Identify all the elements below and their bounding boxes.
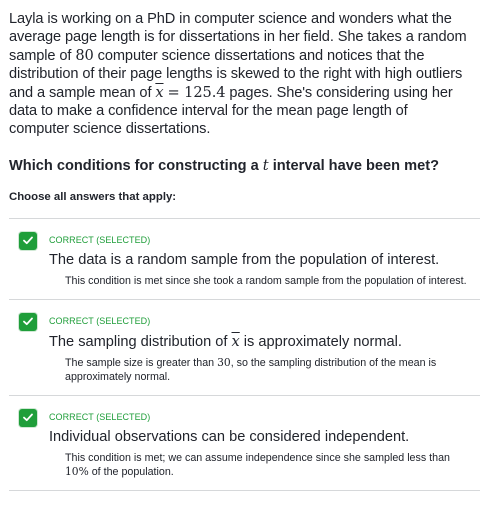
divider xyxy=(9,394,480,396)
sample-size: 80 xyxy=(75,46,94,64)
choice-text-part: The sampling distribution of xyxy=(49,333,232,350)
t-symbol: t xyxy=(262,156,269,174)
choice-option-3[interactable]: CORRECT (SELECTED) Individual observatio… xyxy=(9,396,470,490)
checkmark-icon[interactable] xyxy=(19,312,37,331)
status-label: CORRECT (SELECTED) xyxy=(49,234,151,245)
explanation-part: This condition is met; we can assume ind… xyxy=(65,451,450,464)
explanation-text: This condition is met since she took a r… xyxy=(65,274,467,287)
explanation-text: The sample size is greater than 30, so t… xyxy=(65,356,470,384)
threshold-percent: 10% xyxy=(65,464,89,478)
question-prompt: Which conditions for constructing a t in… xyxy=(9,157,470,174)
explanation-text: This condition is met; we can assume ind… xyxy=(65,451,470,479)
threshold-number: 30 xyxy=(217,355,231,369)
question-text: interval have been met? xyxy=(268,157,439,174)
sample-mean: = 125.4 xyxy=(167,83,226,101)
explanation-part: of the population. xyxy=(88,465,174,478)
explanation-part: The sample size is greater than xyxy=(65,356,218,369)
problem-text: computer science dissertations and notic… xyxy=(9,47,463,101)
explanation-part: , so the sampling distribution of the me… xyxy=(65,356,437,383)
problem-statement: Layla is working on a PhD in computer sc… xyxy=(9,10,470,139)
choice-option-1[interactable]: CORRECT (SELECTED) The data is a random … xyxy=(9,219,470,299)
question-text: Which conditions for constructing a xyxy=(9,157,263,174)
divider xyxy=(9,298,480,300)
exercise-panel: Layla is working on a PhD in computer sc… xyxy=(9,10,480,491)
xbar-symbol: x xyxy=(155,83,164,101)
instruction-text: Choose all answers that apply: xyxy=(9,190,177,203)
choice-text: The data is a random sample from the pop… xyxy=(49,251,440,268)
checkmark-icon[interactable] xyxy=(19,408,37,427)
problem-text: pages. She's considering using her data … xyxy=(9,84,453,138)
xbar-symbol: x xyxy=(231,332,240,350)
problem-text: Layla is working on a PhD in computer sc… xyxy=(9,11,467,64)
choice-text: Individual observations can be considere… xyxy=(49,428,410,445)
status-label: CORRECT (SELECTED) xyxy=(49,315,151,326)
status-label: CORRECT (SELECTED) xyxy=(49,411,151,422)
choice-option-2[interactable]: CORRECT (SELECTED) The sampling distribu… xyxy=(9,300,470,395)
choice-text: The sampling distribution of x is approx… xyxy=(49,333,470,350)
checkmark-icon[interactable] xyxy=(19,231,37,250)
divider xyxy=(9,489,480,491)
divider xyxy=(9,217,480,219)
choice-text-part: is approximately normal. xyxy=(239,333,402,350)
